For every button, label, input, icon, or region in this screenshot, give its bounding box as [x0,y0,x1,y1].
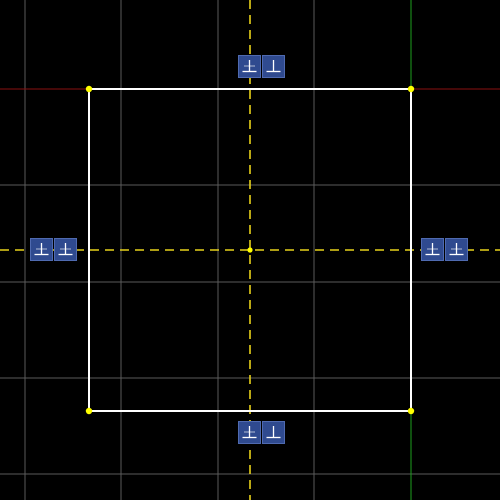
vertex-top-left[interactable] [85,85,93,93]
constraint-group-right [421,238,468,261]
perpendicular-icon [425,243,440,256]
perpendicular-constraint-badge[interactable] [238,55,261,78]
perpendicular-icon [242,426,257,439]
perpendicular-icon [58,243,73,256]
perpendicular-constraint-badge[interactable] [445,238,468,261]
constraint-group-top [238,55,285,78]
constraint-group-left [30,238,77,261]
perpendicular-constraint-badge[interactable] [30,238,53,261]
perpendicular-icon [449,243,464,256]
vertex-top-right[interactable] [407,85,415,93]
perpendicular-icon [266,426,281,439]
perpendicular-constraint-badge[interactable] [262,421,285,444]
perpendicular-constraint-badge[interactable] [54,238,77,261]
vertex-bottom-right[interactable] [407,407,415,415]
perpendicular-constraint-badge[interactable] [262,55,285,78]
perpendicular-constraint-badge[interactable] [421,238,444,261]
perpendicular-constraint-badge[interactable] [238,421,261,444]
perpendicular-icon [242,60,257,73]
constraint-group-bottom [238,421,285,444]
vertex-bottom-left[interactable] [85,407,93,415]
perpendicular-icon [266,60,281,73]
perpendicular-icon [34,243,49,256]
rectangle-sketch[interactable] [88,88,412,412]
sketch-vertices [85,85,415,415]
vertex-center[interactable] [247,247,253,253]
